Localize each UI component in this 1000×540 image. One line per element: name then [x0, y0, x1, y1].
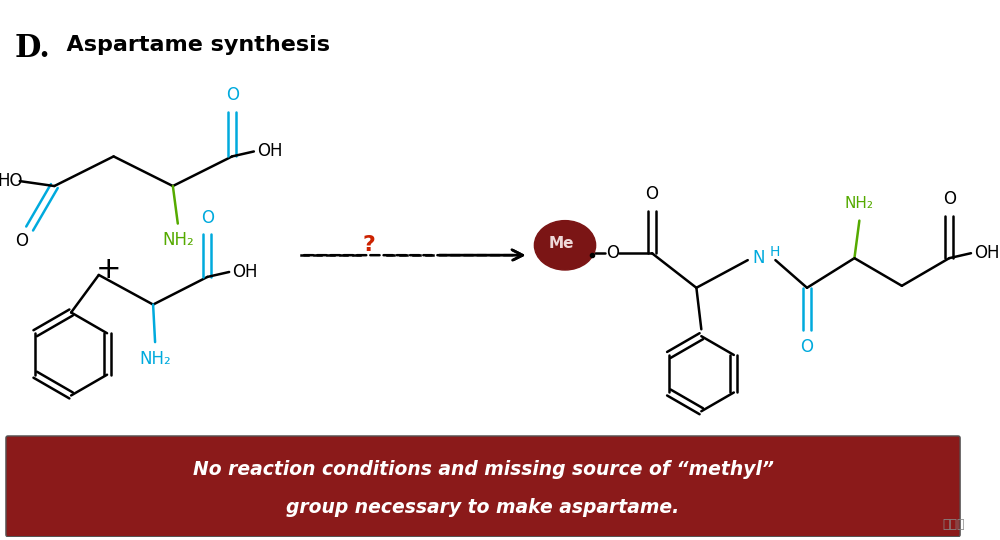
- Text: NH₂: NH₂: [162, 231, 194, 249]
- Text: HO: HO: [0, 172, 23, 190]
- Text: D.: D.: [15, 33, 51, 64]
- Text: No reaction conditions and missing source of “methyl”: No reaction conditions and missing sourc…: [193, 460, 774, 479]
- Text: 新智元: 新智元: [942, 518, 964, 531]
- Text: group necessary to make aspartame.: group necessary to make aspartame.: [286, 497, 680, 517]
- Text: O: O: [943, 190, 956, 208]
- Text: NH₂: NH₂: [845, 197, 874, 211]
- Text: O: O: [226, 86, 239, 104]
- Text: Aspartame synthesis: Aspartame synthesis: [51, 35, 330, 55]
- Text: H: H: [769, 245, 780, 259]
- Text: NH₂: NH₂: [139, 350, 171, 368]
- Text: Me: Me: [548, 236, 574, 251]
- Text: O: O: [645, 185, 658, 203]
- Ellipse shape: [534, 221, 596, 270]
- FancyBboxPatch shape: [6, 436, 960, 537]
- Text: OH: OH: [974, 244, 999, 262]
- Text: O: O: [15, 232, 28, 251]
- Text: ?: ?: [362, 235, 375, 255]
- Text: OH: OH: [232, 263, 258, 281]
- Text: O: O: [606, 244, 619, 262]
- Text: O: O: [201, 208, 214, 227]
- Text: +: +: [96, 255, 121, 285]
- Text: O: O: [801, 338, 814, 356]
- Text: N: N: [753, 249, 765, 267]
- Text: OH: OH: [257, 143, 282, 160]
